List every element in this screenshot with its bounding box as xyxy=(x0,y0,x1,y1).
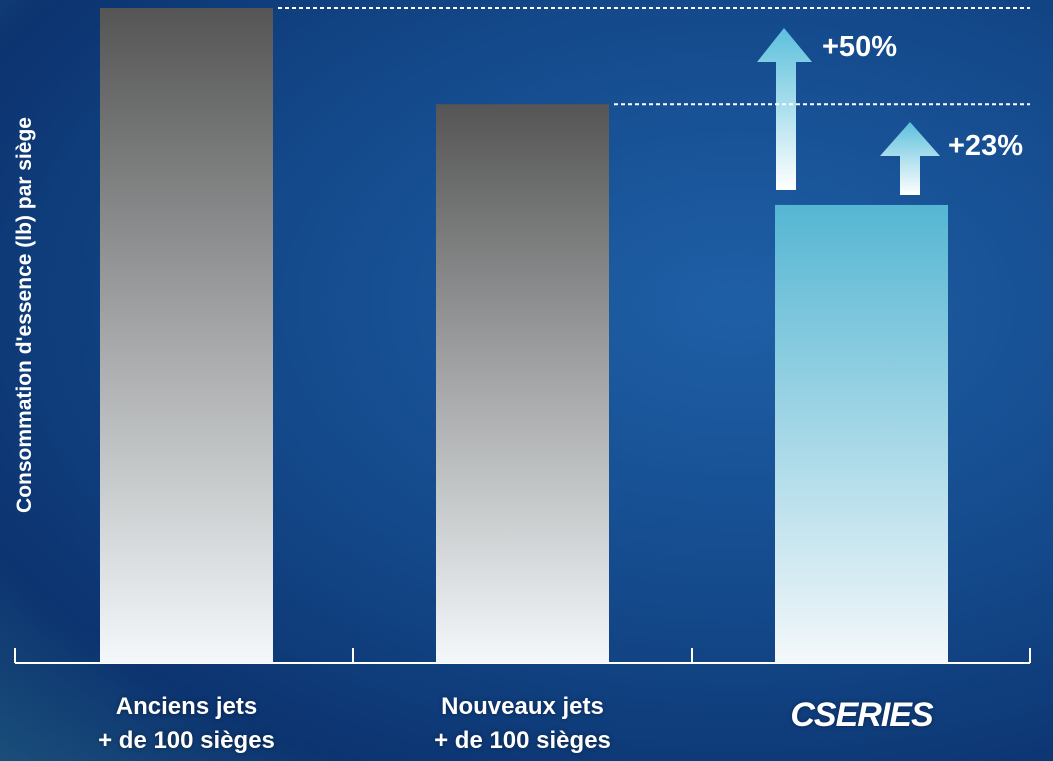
x-tick-label: Nouveaux jets + de 100 sièges xyxy=(434,693,611,754)
annotation: +50% xyxy=(822,31,897,63)
bar xyxy=(775,204,948,663)
x-tick-label: Anciens jets + de 100 sièges xyxy=(98,693,275,754)
arrow xyxy=(757,28,812,190)
bar xyxy=(100,8,273,663)
x-tick-label: CSERIES xyxy=(790,696,933,734)
annotation: +23% xyxy=(948,130,1023,162)
bar xyxy=(436,104,609,663)
y-axis-label: Consommation d'essence (lb) par siège xyxy=(13,117,36,513)
arrow xyxy=(880,122,940,195)
